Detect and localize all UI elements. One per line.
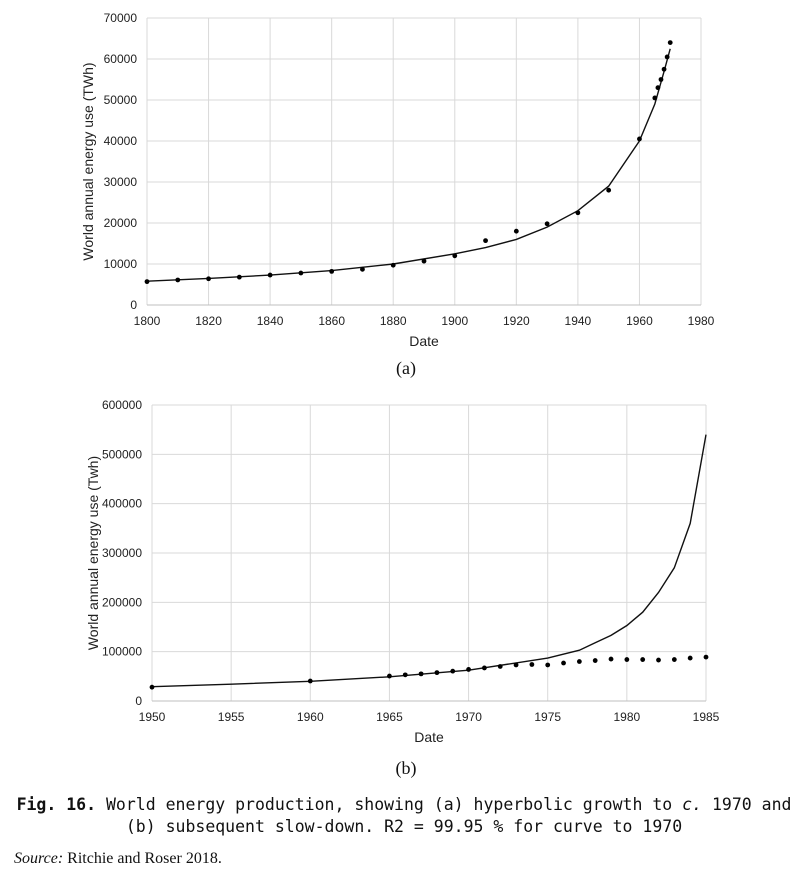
chart-b-y-tick-label: 600000: [102, 398, 142, 412]
chart-a-data-point: [390, 262, 396, 268]
chart-b-data-point: [624, 657, 630, 662]
chart-b-data-point: [307, 678, 313, 684]
chart-b-data-point: [418, 671, 424, 677]
chart-a-y-tick-label: 70000: [104, 11, 138, 25]
chart-b: 1950 1955 1960 1965 1970 1975 1980 1985 0 100000 2…: [85, 398, 720, 745]
chart-b-x-tick-label: 1975: [534, 710, 561, 724]
figure-number: Fig. 16.: [16, 795, 97, 814]
chart-a-x-tick-label: 1980: [688, 314, 715, 328]
chart-b-data-point: [640, 657, 646, 662]
chart-b-y-axis-title: World annual energy use (Twh): [85, 456, 101, 650]
chart-a-data-point: [544, 221, 550, 227]
chart-b-x-tick-label: 1970: [455, 710, 482, 724]
chart-a-data-point: [513, 228, 519, 234]
chart-b-x-tick-label: 1985: [693, 710, 720, 724]
source-label: Source:: [14, 850, 64, 867]
chart-a-x-tick-label: 1920: [503, 314, 530, 328]
chart-a-data-point: [661, 66, 667, 72]
chart-b-data-point: [545, 662, 551, 668]
chart-b-data-point: [703, 654, 709, 660]
source-note: Source: Ritchie and Roser 2018.: [14, 850, 222, 868]
source-text: Ritchie and Roser 2018.: [63, 850, 222, 867]
chart-b-data-point: [529, 662, 535, 667]
chart-a-data-point: [667, 40, 673, 45]
chart-b-x-tick-label: 1965: [376, 710, 403, 724]
chart-a-data-point: [606, 187, 612, 193]
chart-a-y-axis-title: World annual energy use (TWh): [80, 62, 96, 260]
chart-a-x-tick-label: 1860: [318, 314, 345, 328]
chart-a-data-point: [267, 272, 273, 278]
panel-label-b: (b): [395, 758, 417, 778]
caption-line2: (b) subsequent slow-down. R2 = 99.95 % f…: [125, 817, 683, 836]
chart-a-data-point: [483, 238, 488, 244]
chart-a-data-point: [360, 266, 365, 272]
chart-a-x-tick-label: 1820: [195, 314, 222, 328]
caption-line1-post: 1970 and: [702, 795, 792, 814]
chart-a-x-tick-label: 1800: [134, 314, 161, 328]
chart-a-data-point: [658, 77, 664, 82]
chart-b-data-point: [402, 672, 408, 678]
chart-b-x-tick-label: 1960: [297, 710, 324, 724]
chart-a-y-tick-label: 30000: [104, 175, 138, 189]
chart-a-fit-curve: [146, 48, 671, 282]
chart-b-y-tick-label: 400000: [102, 497, 142, 511]
chart-a-y-tick-label: 40000: [104, 134, 138, 148]
chart-b-data-point: [149, 684, 155, 690]
chart-a-data-point: [664, 54, 670, 60]
chart-a-data-point: [175, 277, 181, 283]
chart-b-data-point: [513, 662, 519, 668]
chart-a-data-point: [206, 276, 211, 282]
chart-a-data-point: [637, 136, 642, 142]
chart-b-x-tick-label: 1955: [218, 710, 245, 724]
chart-a-x-tick-label: 1900: [441, 314, 468, 328]
chart-b-x-axis-title: Date: [414, 729, 444, 745]
chart-a-data-point: [655, 85, 661, 91]
chart-b-y-tick-label: 0: [135, 694, 142, 708]
chart-a-x-tick-label: 1940: [565, 314, 592, 328]
chart-a-data-point: [652, 95, 658, 101]
caption-line1-pre: World energy production, showing (a) hyp…: [96, 795, 683, 814]
chart-a-x-tick-label: 1880: [380, 314, 407, 328]
chart-a-y-tick-label: 20000: [104, 216, 138, 230]
chart-b-y-tick-label: 300000: [102, 546, 142, 560]
chart-b-y-tick-label: 100000: [102, 645, 142, 659]
chart-b-data-point: [387, 673, 392, 679]
chart-b-data-point: [466, 667, 471, 672]
chart-b-data-point: [561, 660, 566, 666]
chart-b-data-point: [687, 655, 693, 661]
caption-line1-italic: c.: [682, 795, 703, 814]
chart-b-y-tick-label: 500000: [102, 447, 142, 461]
chart-b-y-tick-label: 200000: [102, 595, 142, 609]
chart-b-data-point: [450, 668, 456, 674]
chart-a: 1800 1820 1840 1860 1880 1900 1920 1940 1960 1980…: [80, 11, 715, 349]
panel-label-a: (a): [396, 358, 416, 378]
chart-a-data-point: [575, 210, 581, 216]
chart-b-data-point: [576, 659, 582, 664]
chart-a-data-point: [452, 253, 458, 259]
chart-a-data-point: [144, 279, 150, 285]
chart-a-x-tick-label: 1840: [257, 314, 284, 328]
chart-a-y-tick-label: 50000: [104, 93, 138, 107]
chart-b-data-point: [592, 658, 598, 663]
chart-b-data-point: [656, 657, 661, 663]
chart-b-fit-curve: [151, 434, 707, 688]
chart-b-data-point: [608, 656, 614, 662]
chart-a-y-tick-label: 0: [130, 298, 137, 312]
chart-b-x-tick-label: 1950: [139, 710, 166, 724]
chart-b-data-point: [497, 664, 503, 669]
chart-a-y-tick-label: 60000: [104, 52, 138, 66]
chart-b-data-point: [671, 657, 677, 662]
chart-a-x-axis-title: Date: [409, 333, 439, 349]
chart-a-data-point: [329, 268, 335, 274]
chart-a-y-tick-label: 10000: [104, 257, 138, 271]
chart-b-x-tick-label: 1980: [614, 710, 641, 724]
chart-b-data-point: [482, 665, 487, 671]
chart-a-data-point: [236, 274, 242, 280]
figure-caption: Fig. 16. World energy production, showin…: [14, 794, 794, 838]
chart-a-data-point: [298, 270, 304, 276]
chart-a-x-tick-label: 1960: [626, 314, 653, 328]
chart-b-data-point: [434, 670, 440, 676]
chart-a-data-point: [421, 258, 427, 264]
